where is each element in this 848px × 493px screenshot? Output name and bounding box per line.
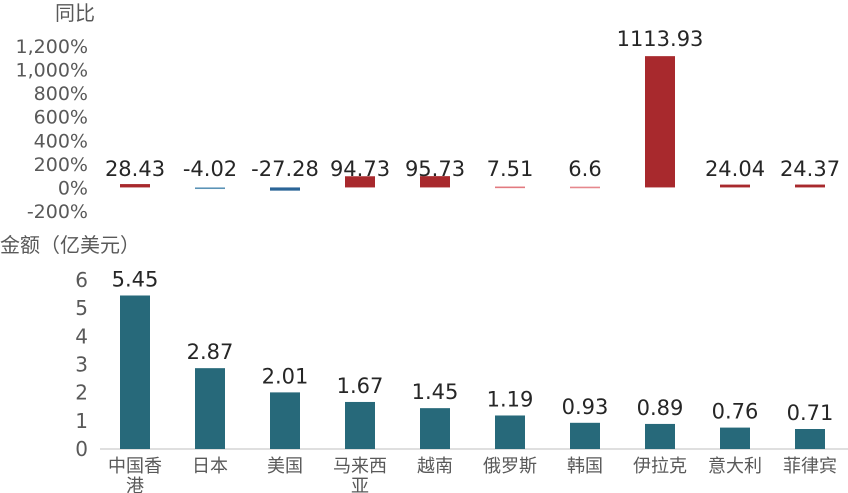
amount-x-tick-label: 越南 xyxy=(417,456,453,477)
yoy-data-label: 6.6 xyxy=(568,157,601,181)
yoy-data-label: -27.28 xyxy=(251,157,319,181)
amount-data-label: 0.76 xyxy=(712,400,759,424)
amount-y-tick-label: 1 xyxy=(75,409,88,433)
amount-x-tick-label: 俄罗斯 xyxy=(483,456,537,477)
amount-x-tick-label: 意大利 xyxy=(708,456,762,477)
amount-bar xyxy=(645,423,675,449)
yoy-data-label: 95.73 xyxy=(405,157,465,181)
yoy-y-axis: 1,200%1,000%800%600%400%200%0%-200% xyxy=(16,36,88,223)
amount-data-label: 1.19 xyxy=(487,387,534,411)
amount-x-tick-label: 日本 xyxy=(192,456,228,477)
amount-bar xyxy=(270,392,300,449)
amount-data-label: 0.71 xyxy=(787,401,834,425)
yoy-bar xyxy=(795,184,825,188)
yoy-growth-chart: 同比 1,200%1,000%800%600%400%200%0%-200% 2… xyxy=(16,1,841,223)
yoy-data-label: 7.51 xyxy=(487,157,534,181)
amount-bar xyxy=(495,415,525,449)
amount-y-tick-label: 3 xyxy=(75,353,88,377)
yoy-bars xyxy=(120,56,825,191)
yoy-y-tick-label: -200% xyxy=(27,201,88,223)
yoy-axis-title: 同比 xyxy=(55,1,95,25)
amount-bar xyxy=(420,408,450,449)
amount-x-tick-label: 菲律宾 xyxy=(783,456,837,477)
yoy-bar xyxy=(720,184,750,188)
yoy-data-labels: 28.43 -4.02 -27.28 94.73 95.73 7.51 6.6 1113.93… xyxy=(105,27,840,181)
amount-chart: 金额（亿美元） 6 5 4 3 2 1 0 5.45 2.87 2.01 1.67 1.45 1.19… xyxy=(0,233,848,493)
yoy-bar xyxy=(420,176,450,188)
amount-y-tick-label: 6 xyxy=(75,268,88,292)
yoy-bar xyxy=(120,184,150,188)
amount-axis-title: 金额（亿美元） xyxy=(0,233,140,257)
yoy-y-tick-label: 600% xyxy=(34,107,88,129)
yoy-y-tick-label: 1,200% xyxy=(16,36,88,58)
yoy-y-tick-label: 800% xyxy=(34,83,88,105)
yoy-bar xyxy=(645,56,675,188)
yoy-data-label: 24.37 xyxy=(780,157,840,181)
yoy-y-tick-label: 400% xyxy=(34,130,88,152)
yoy-data-label: 1113.93 xyxy=(617,27,704,51)
yoy-bar xyxy=(570,186,600,189)
yoy-y-tick-label: 0% xyxy=(58,177,88,199)
amount-data-label: 5.45 xyxy=(112,267,159,291)
yoy-data-label: 24.04 xyxy=(705,157,765,181)
yoy-y-tick-label: 1,000% xyxy=(16,60,88,82)
amount-data-label: 2.01 xyxy=(262,364,309,388)
yoy-bar xyxy=(345,176,375,188)
yoy-bar xyxy=(270,187,300,191)
yoy-y-tick-label: 200% xyxy=(34,154,88,176)
amount-data-label: 1.45 xyxy=(412,380,459,404)
amount-data-label: 2.87 xyxy=(187,340,234,364)
amount-x-tick-label: 韩国 xyxy=(567,456,603,477)
amount-y-tick-label: 5 xyxy=(75,296,88,320)
amount-bar xyxy=(570,422,600,449)
amount-data-label: 1.67 xyxy=(337,374,384,398)
amount-x-tick-label: 中国香 xyxy=(108,456,162,477)
amount-bar xyxy=(195,368,225,449)
yoy-data-label: 94.73 xyxy=(330,157,390,181)
amount-x-tick-label: 伊拉克 xyxy=(633,456,687,477)
amount-y-tick-label: 2 xyxy=(75,381,88,405)
amount-x-tick-label: 马来西 xyxy=(333,456,387,477)
amount-data-label: 0.93 xyxy=(562,395,609,419)
amount-y-tick-label: 4 xyxy=(75,324,88,348)
amount-data-label: 0.89 xyxy=(637,396,684,420)
amount-y-tick-label: 0 xyxy=(75,437,88,461)
yoy-data-label: 28.43 xyxy=(105,157,165,181)
amount-x-tick-label: 美国 xyxy=(267,456,303,477)
amount-bar xyxy=(795,429,825,449)
yoy-bar xyxy=(495,186,525,189)
amount-y-axis: 6 5 4 3 2 1 0 xyxy=(75,268,88,461)
amount-bar xyxy=(345,401,375,449)
amount-bar xyxy=(120,295,150,449)
amount-x-tick-label: 港 xyxy=(126,476,144,493)
amount-bar xyxy=(720,427,750,449)
amount-data-labels: 5.45 2.87 2.01 1.67 1.45 1.19 0.93 0.89 0.76 0.71 xyxy=(112,267,834,425)
yoy-bar xyxy=(195,187,225,190)
yoy-data-label: -4.02 xyxy=(183,157,237,181)
amount-x-tick-label: 亚 xyxy=(351,476,369,493)
amount-bars xyxy=(120,295,825,449)
